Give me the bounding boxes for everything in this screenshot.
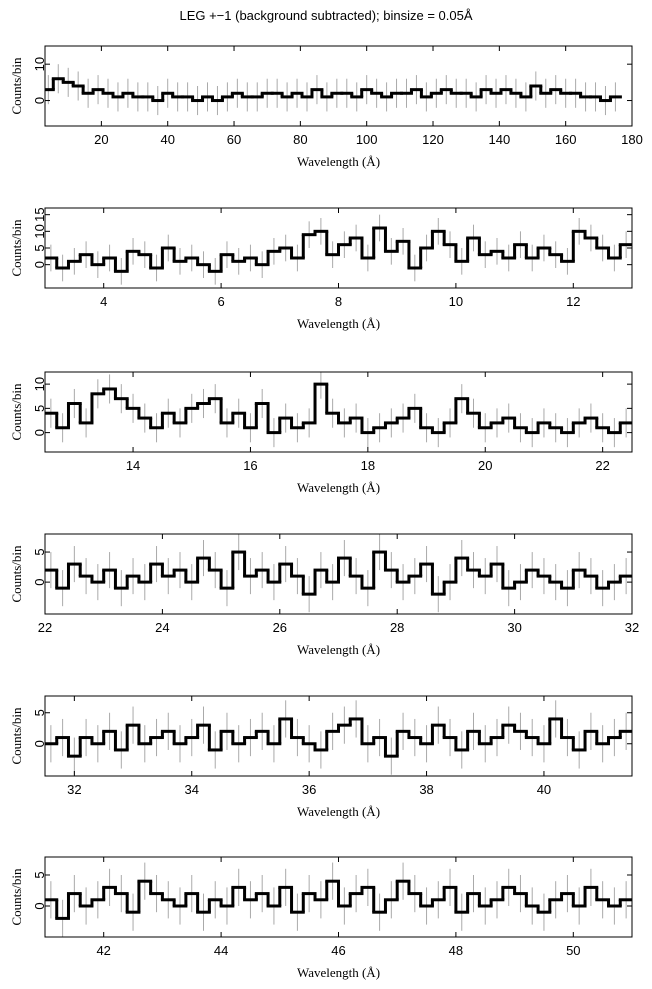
x-tick-label: 8: [335, 294, 342, 309]
x-tick-label: 40: [160, 132, 174, 147]
x-axis-title: Wavelength (Å): [297, 316, 380, 331]
x-tick-label: 16: [243, 458, 257, 473]
x-tick-label: 100: [356, 132, 378, 147]
x-tick-label: 48: [449, 943, 463, 958]
x-tick-label: 140: [488, 132, 510, 147]
x-tick-label: 160: [555, 132, 577, 147]
x-tick-label: 46: [331, 943, 345, 958]
y-tick-label: 5: [32, 244, 47, 251]
x-tick-label: 36: [302, 782, 316, 797]
x-tick-label: 14: [126, 458, 140, 473]
x-tick-label: 44: [214, 943, 228, 958]
plot-frame: [44, 533, 633, 615]
x-tick-label: 32: [625, 620, 639, 635]
x-tick-label: 18: [361, 458, 375, 473]
y-tick-label: 0: [32, 429, 47, 436]
y-axis-title: Counts/bin: [9, 219, 24, 277]
plot-frame: [44, 371, 633, 453]
x-axis-title: Wavelength (Å): [297, 154, 380, 169]
x-axis-title: Wavelength (Å): [297, 965, 380, 980]
x-tick-label: 40: [537, 782, 551, 797]
x-tick-label: 22: [595, 458, 609, 473]
y-tick-label: 0: [32, 579, 47, 586]
x-tick-label: 34: [185, 782, 199, 797]
y-tick-label: 5: [32, 405, 47, 412]
y-tick-label: 15: [32, 207, 47, 221]
y-tick-label: 10: [32, 57, 47, 71]
y-tick-label: 0: [32, 740, 47, 747]
x-tick-label: 26: [273, 620, 287, 635]
plot-area: [45, 862, 632, 937]
y-axis-title: Counts/bin: [9, 545, 24, 603]
x-tick-label: 42: [96, 943, 110, 958]
plot-area: [45, 214, 632, 285]
y-axis-title: Counts/bin: [9, 868, 24, 926]
y-tick-label: 10: [32, 224, 47, 238]
plot-area: [45, 534, 632, 613]
x-tick-label: 120: [422, 132, 444, 147]
x-tick-label: 20: [94, 132, 108, 147]
x-axis-title: Wavelength (Å): [297, 804, 380, 819]
y-tick-label: 5: [32, 871, 47, 878]
x-axis-title: Wavelength (Å): [297, 642, 380, 657]
chart-title: LEG +−1 (background subtracted); binsize…: [179, 8, 472, 23]
x-tick-label: 38: [419, 782, 433, 797]
y-tick-label: 5: [32, 709, 47, 716]
plot-area: [45, 372, 632, 448]
plot-frame: [44, 695, 633, 777]
x-tick-label: 22: [38, 620, 52, 635]
y-tick-label: 0: [32, 902, 47, 909]
x-tick-label: 50: [566, 943, 580, 958]
x-tick-label: 180: [621, 132, 643, 147]
x-tick-label: 30: [507, 620, 521, 635]
plot-frame: [44, 45, 633, 127]
y-axis-title: Counts/bin: [9, 57, 24, 115]
y-tick-label: 0: [32, 261, 47, 268]
x-axis-title: Wavelength (Å): [297, 480, 380, 495]
plot-area: [45, 700, 632, 775]
x-tick-label: 20: [478, 458, 492, 473]
x-tick-label: 12: [566, 294, 580, 309]
x-tick-label: 28: [390, 620, 404, 635]
y-axis-title: Counts/bin: [9, 383, 24, 441]
y-tick-label: 5: [32, 548, 47, 555]
x-tick-label: 4: [100, 294, 107, 309]
y-tick-label: 10: [32, 377, 47, 391]
x-tick-label: 10: [449, 294, 463, 309]
y-axis-title: Counts/bin: [9, 707, 24, 765]
y-tick-label: 0: [32, 97, 47, 104]
x-tick-label: 24: [155, 620, 169, 635]
x-tick-label: 32: [67, 782, 81, 797]
plot-area: [45, 64, 622, 116]
x-tick-label: 80: [293, 132, 307, 147]
x-tick-label: 6: [217, 294, 224, 309]
x-tick-label: 60: [227, 132, 241, 147]
